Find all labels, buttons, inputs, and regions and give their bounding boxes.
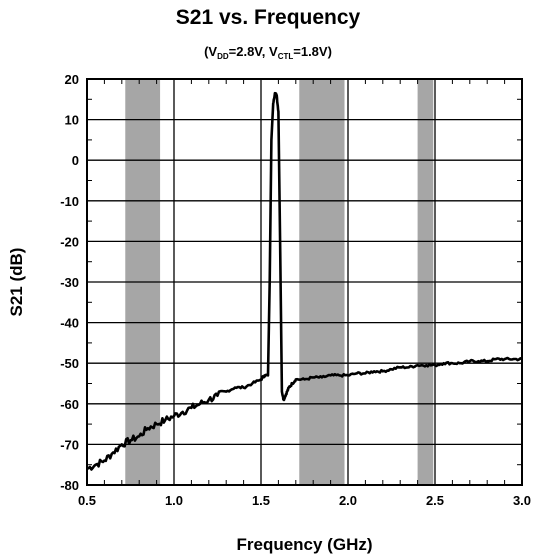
- y-tick-label-5: -30: [60, 275, 79, 290]
- subtitle-ctl-subscript: CTL: [277, 52, 294, 61]
- subtitle-vdd-subscript: DD: [217, 52, 229, 61]
- x-axis-title: Frequency (GHz): [236, 535, 372, 554]
- subtitle-open: (V: [204, 44, 218, 59]
- x-tick-labels: 0.5 1.0 1.5 2.0 2.5 3.0: [78, 493, 531, 508]
- x-tick-label-0: 0.5: [78, 493, 96, 508]
- subtitle-mid: =2.8V, V: [228, 44, 278, 59]
- y-tick-label-4: -20: [60, 234, 79, 249]
- y-tick-label-0: 20: [65, 72, 79, 87]
- y-tick-label-9: -70: [60, 437, 79, 452]
- s21-series-line: [86, 91, 523, 471]
- x-tick-label-4: 2.5: [426, 493, 444, 508]
- y-axis-title: S21 (dB): [7, 248, 26, 317]
- y-tick-label-1: 10: [65, 113, 79, 128]
- x-tick-label-3: 2.0: [339, 493, 357, 508]
- chart-title: S21 vs. Frequency: [175, 6, 361, 29]
- subtitle-close: =1.8V): [293, 44, 332, 59]
- chart-subtitle: (VDD=2.8V, VCTL=1.8V): [0, 44, 536, 61]
- x-tick-label-5: 3.0: [513, 493, 531, 508]
- y-tick-label-7: -50: [60, 356, 79, 371]
- x-tick-label-1: 1.0: [165, 493, 183, 508]
- y-tick-label-3: -10: [60, 194, 79, 209]
- y-tick-label-8: -60: [60, 397, 79, 412]
- y-tick-label-6: -40: [60, 316, 79, 331]
- x-tick-label-2: 1.5: [252, 493, 270, 508]
- y-tick-labels: 20 10 0 -10 -20 -30 -40 -50 -60 -70 -80: [60, 72, 79, 493]
- grid-lines: [87, 79, 522, 485]
- plot-frame: [86, 78, 523, 486]
- y-tick-label-10: -80: [60, 478, 79, 493]
- y-tick-label-2: 0: [72, 153, 79, 168]
